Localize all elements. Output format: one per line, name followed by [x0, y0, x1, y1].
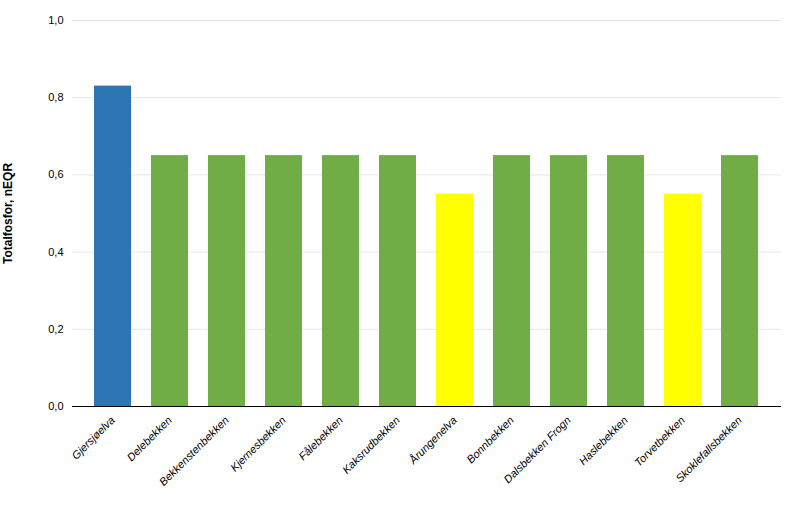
svg-text:Årungenelva: Årungenelva: [406, 414, 459, 467]
svg-text:Kjernesbekken: Kjernesbekken: [228, 414, 288, 474]
svg-text:1,0: 1,0: [48, 14, 63, 26]
svg-text:Bonnbekken: Bonnbekken: [464, 414, 516, 466]
svg-text:Kaksrudbekken: Kaksrudbekken: [340, 414, 402, 476]
svg-text:Skoklefallsbekken: Skoklefallsbekken: [673, 414, 744, 485]
svg-text:0,0: 0,0: [48, 400, 63, 412]
svg-text:0,8: 0,8: [48, 91, 63, 103]
svg-text:Torvetbekken: Torvetbekken: [632, 414, 687, 469]
svg-text:Delebekken: Delebekken: [124, 414, 174, 464]
svg-text:Totalfosfor, nEQR: Totalfosfor, nEQR: [1, 163, 15, 264]
svg-text:Fålebekken: Fålebekken: [296, 414, 345, 463]
svg-text:0,6: 0,6: [48, 168, 63, 180]
svg-text:Gjersjøelva: Gjersjøelva: [69, 414, 117, 462]
svg-text:Dalsbekken Frogn: Dalsbekken Frogn: [501, 414, 573, 486]
svg-text:Bekkenstenbekken: Bekkenstenbekken: [157, 414, 231, 488]
svg-text:0,2: 0,2: [48, 323, 63, 335]
svg-text:0,4: 0,4: [48, 246, 63, 258]
svg-text:Haslebekken: Haslebekken: [576, 414, 629, 467]
